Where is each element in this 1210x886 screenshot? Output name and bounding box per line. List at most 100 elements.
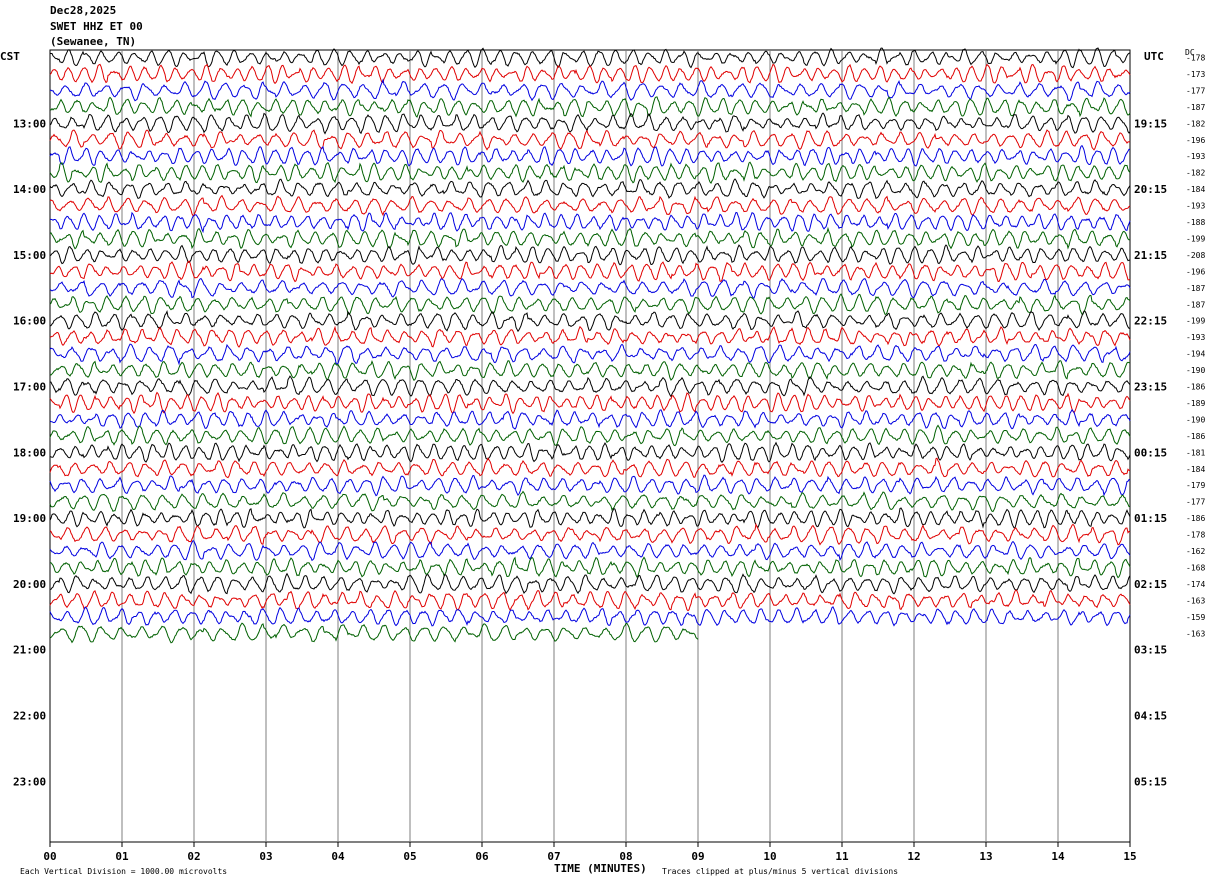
header-date: Dec28,2025 [50, 4, 117, 17]
seismic-trace [49, 260, 1131, 283]
dc-offset-label: -193 [1186, 202, 1205, 211]
dc-offset-label: -196 [1186, 136, 1205, 145]
utc-hour-label: 00:15 [1134, 446, 1167, 459]
dc-offset-label: -168 [1186, 563, 1205, 572]
utc-hour-label: 05:15 [1134, 775, 1167, 788]
seismic-trace [49, 522, 1131, 546]
dc-offset-label: -190 [1186, 366, 1205, 375]
cst-hour-label: 17:00 [13, 381, 46, 394]
dc-offset-label: -184 [1186, 185, 1205, 194]
dc-offset-label: -163 [1186, 596, 1205, 605]
seismic-trace [49, 244, 1131, 266]
utc-hour-label: 19:15 [1134, 117, 1167, 130]
seismic-trace [49, 424, 1131, 447]
dc-offset-label: -182 [1186, 119, 1205, 128]
dc-offset-label: -174 [1186, 580, 1205, 589]
dc-offset-label: -186 [1186, 514, 1205, 523]
header-location: (Sewanee, TN) [50, 35, 137, 48]
seismic-trace [49, 540, 1131, 562]
seismic-trace [49, 490, 1131, 513]
x-tick-label: 00 [43, 850, 56, 863]
utc-hour-label: 22:15 [1134, 315, 1167, 328]
x-tick-label: 14 [1051, 850, 1065, 863]
dc-offset-label: -190 [1186, 415, 1205, 424]
x-tick-label: 09 [691, 850, 704, 863]
seismic-trace [49, 310, 1131, 333]
utc-hour-label: 20:15 [1134, 183, 1167, 196]
seismic-trace [49, 359, 1131, 382]
scale-note: Each Vertical Division = 1000.00 microvo… [20, 867, 228, 876]
x-tick-label: 11 [835, 850, 849, 863]
cst-hour-label: 14:00 [13, 183, 46, 196]
plot-frame [49, 49, 1131, 843]
seismic-trace [49, 474, 1131, 497]
dc-offset-label: -177 [1186, 498, 1205, 507]
x-tick-label: 02 [187, 850, 200, 863]
x-tick-label: 03 [259, 850, 272, 863]
seismic-trace [49, 47, 1131, 69]
cst-hour-label: 19:00 [13, 512, 46, 525]
cst-hour-label: 15:00 [13, 249, 46, 262]
seismic-trace [50, 556, 1131, 579]
dc-label: DC [1185, 48, 1195, 57]
dc-offset-label: -186 [1186, 383, 1205, 392]
dc-offset-label: -187 [1186, 103, 1205, 112]
x-tick-label: 15 [1123, 850, 1136, 863]
cst-hour-label: 23:00 [13, 775, 46, 788]
seismic-trace [49, 441, 1131, 463]
dc-offset-label: -193 [1186, 152, 1205, 161]
x-tick-label: 13 [979, 850, 992, 863]
seismic-trace [49, 375, 1131, 398]
utc-hour-label: 03:15 [1134, 644, 1167, 657]
left-zone-label: CST [0, 50, 20, 63]
seismic-trace [49, 226, 1131, 250]
seismic-trace [49, 96, 1131, 118]
clip-note: Traces clipped at plus/minus 5 vertical … [662, 867, 899, 876]
cst-hour-label: 13:00 [13, 117, 46, 130]
seismic-trace [49, 391, 1131, 415]
seismic-trace [49, 194, 1131, 217]
x-tick-label: 10 [763, 850, 776, 863]
x-tick-label: 05 [403, 850, 416, 863]
cst-hour-label: 16:00 [13, 315, 46, 328]
dc-offset-label: -189 [1186, 399, 1205, 408]
dc-offset-label: -199 [1186, 317, 1205, 326]
seismic-trace [49, 293, 1131, 315]
dc-offset-label: -181 [1186, 448, 1205, 457]
seismic-trace [49, 408, 1131, 430]
utc-hour-label: 23:15 [1134, 381, 1167, 394]
seismic-trace [49, 325, 1131, 348]
x-tick-label: 07 [547, 850, 560, 863]
dc-offset-label: -162 [1186, 547, 1205, 556]
dc-offset-label: -199 [1186, 234, 1205, 243]
seismic-trace [49, 457, 1131, 479]
dc-offset-label: -187 [1186, 300, 1205, 309]
dc-offset-label: -196 [1186, 267, 1205, 276]
dc-offset-label: -186 [1186, 432, 1205, 441]
cst-hour-label: 22:00 [13, 710, 46, 723]
seismic-trace [49, 129, 1131, 151]
seismic-trace [49, 178, 1131, 200]
seismic-trace [49, 589, 1131, 612]
dc-offset-label: -208 [1186, 251, 1205, 260]
x-tick-label: 04 [331, 850, 345, 863]
seismic-trace [49, 572, 1131, 595]
seismic-trace [49, 63, 1131, 85]
utc-hour-label: 21:15 [1134, 249, 1167, 262]
x-axis-label: TIME (MINUTES) [554, 862, 647, 875]
x-tick-label: 01 [115, 850, 129, 863]
dc-offset-label: -173 [1186, 70, 1205, 79]
cst-hour-label: 20:00 [13, 578, 46, 591]
right-zone-label: UTC [1144, 50, 1164, 63]
seismic-trace [50, 211, 1131, 234]
dc-offset-label: -163 [1186, 629, 1205, 638]
seismic-trace [49, 78, 1131, 102]
utc-hour-label: 04:15 [1134, 710, 1167, 723]
utc-hour-label: 02:15 [1134, 578, 1167, 591]
dc-offset-label: -187 [1186, 284, 1205, 293]
seismic-trace [49, 343, 1131, 366]
dc-offset-label: -184 [1186, 465, 1205, 474]
seismic-trace [49, 622, 699, 644]
seismic-trace [49, 277, 1131, 299]
